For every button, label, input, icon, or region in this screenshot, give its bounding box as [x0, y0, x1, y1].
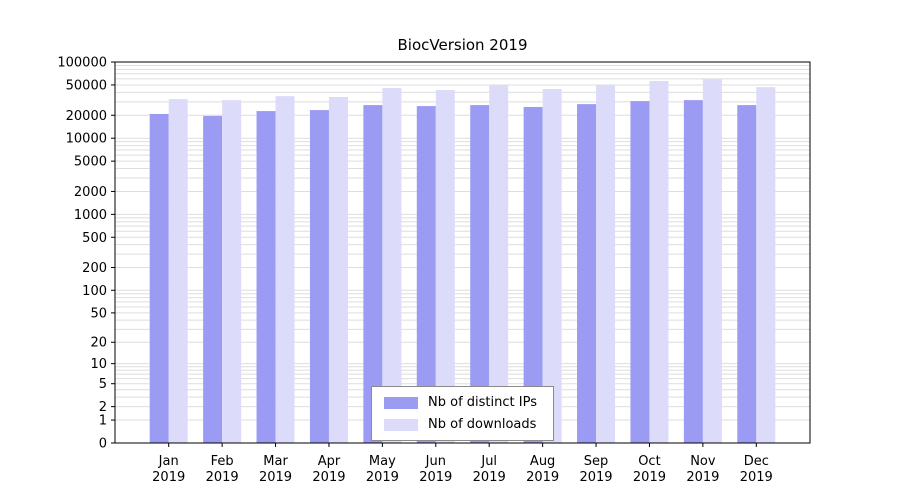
x-tick-month: Apr	[318, 454, 341, 469]
x-tick-year: 2019	[686, 470, 719, 485]
y-tick-label: 200	[82, 261, 107, 276]
y-tick-label: 50000	[66, 78, 107, 93]
x-tick-month: May	[369, 454, 396, 469]
y-tick-label: 100	[82, 284, 107, 299]
y-tick-label: 2000	[74, 185, 107, 200]
y-tick-label: 1	[99, 414, 107, 429]
bar-may-ips	[363, 105, 383, 443]
bar-apr-downloads	[328, 97, 348, 443]
y-tick-label: 5000	[74, 155, 107, 170]
x-tick-year: 2019	[526, 470, 559, 485]
bar-dec-downloads	[756, 87, 776, 444]
bar-may-downloads	[382, 87, 402, 444]
y-tick-label: 20000	[66, 109, 107, 124]
y-tick-label: 50	[90, 306, 107, 321]
y-tick-label: 0	[99, 437, 107, 452]
bar-jan-ips	[149, 113, 169, 443]
x-tick-year: 2019	[312, 470, 345, 485]
x-tick-month: Sep	[584, 454, 609, 469]
x-tick-month: Jun	[425, 454, 446, 469]
bars-downloads	[168, 78, 776, 444]
bar-nov-ips	[683, 100, 703, 443]
bar-aug-downloads	[542, 89, 562, 444]
bar-apr-ips	[309, 110, 329, 443]
bar-jul-downloads	[489, 85, 509, 443]
y-tick-label: 100000	[57, 56, 107, 71]
x-axis: Jan2019Feb2019Mar2019Apr2019May2019Jun20…	[152, 443, 773, 485]
bar-jan-downloads	[168, 99, 188, 443]
bar-nov-downloads	[702, 78, 722, 443]
bar-aug-ips	[523, 106, 543, 443]
x-tick-month: Aug	[530, 454, 555, 469]
x-tick-year: 2019	[366, 470, 399, 485]
bar-feb-ips	[203, 115, 223, 443]
y-axis: 0 12 5 10 20 50 100 200 500 1000 2000 5000 10000 2000…	[57, 56, 115, 452]
plot-border	[114, 61, 811, 444]
bar-sep-downloads	[596, 85, 616, 443]
bar-mar-ips	[256, 111, 276, 444]
bar-jun-downloads	[435, 90, 455, 443]
x-tick-month: Nov	[690, 454, 716, 469]
y-tick-label: 10000	[66, 132, 107, 147]
bar-jun-ips	[416, 106, 436, 444]
x-tick-month: Mar	[263, 454, 288, 469]
y-tick-label: 20	[90, 336, 107, 351]
x-tick-year: 2019	[473, 470, 506, 485]
x-tick-year: 2019	[579, 470, 612, 485]
y-tick-label: 2	[99, 400, 107, 415]
bar-mar-downloads	[275, 96, 295, 443]
y-tick-label: 5	[99, 377, 107, 392]
x-tick-month: Jul	[480, 454, 497, 469]
x-tick-month: Dec	[744, 454, 769, 469]
y-tick-label: 1000	[74, 208, 107, 223]
x-tick-year: 2019	[419, 470, 452, 485]
y-tick-label: 10	[90, 357, 107, 372]
chart-title: BiocVersion 2019	[397, 36, 528, 54]
x-tick-month: Oct	[638, 454, 660, 469]
bars-distinct-ips	[149, 100, 757, 444]
bar-jul-ips	[470, 105, 490, 443]
x-tick-year: 2019	[740, 470, 773, 485]
bar-oct-downloads	[649, 80, 669, 443]
bar-sep-ips	[577, 104, 597, 443]
x-tick-year: 2019	[259, 470, 292, 485]
x-tick-year: 2019	[206, 470, 239, 485]
bar-oct-ips	[630, 101, 650, 443]
bar-dec-ips	[737, 105, 757, 443]
x-tick-month: Feb	[211, 454, 234, 469]
y-tick-label: 500	[82, 231, 107, 246]
x-tick-month: Jan	[158, 454, 179, 469]
x-tick-year: 2019	[152, 470, 185, 485]
x-tick-year: 2019	[633, 470, 666, 485]
bar-feb-downloads	[222, 100, 242, 443]
